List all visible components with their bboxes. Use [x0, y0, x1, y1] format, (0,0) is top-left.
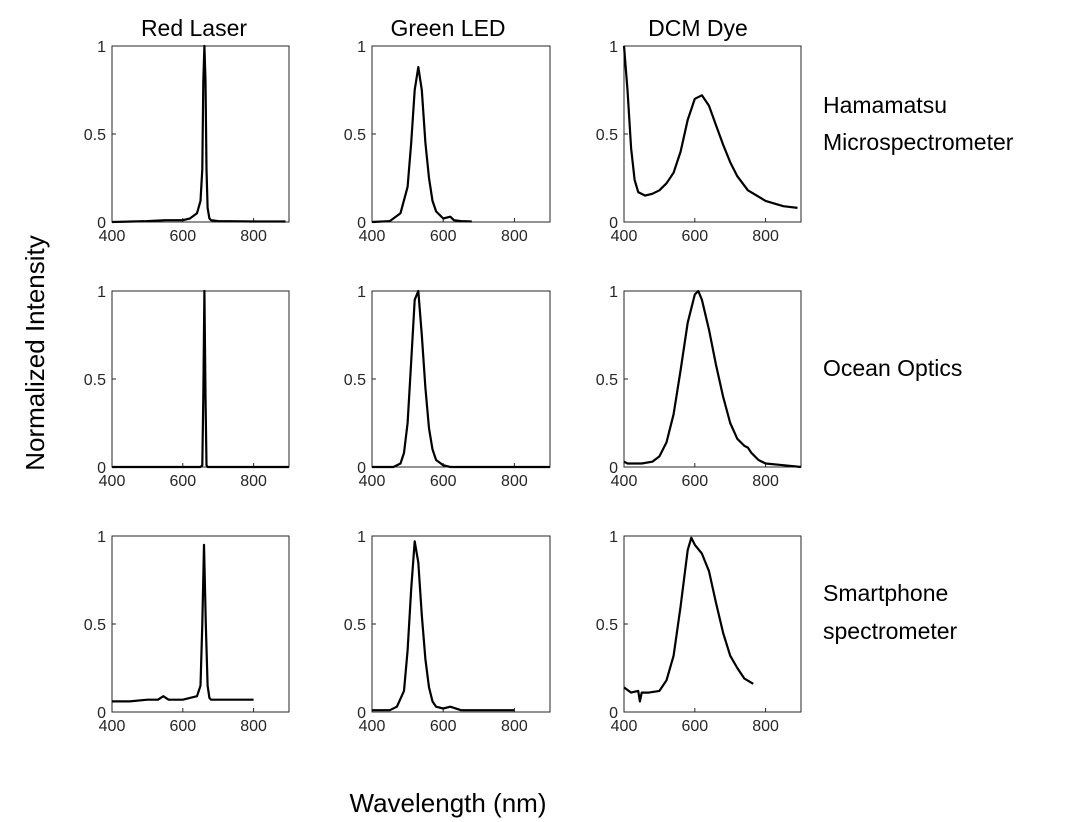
panel-ocean-optics-red-laser-x-tick-label: 600 — [169, 473, 196, 490]
panel-hamamatsu-microspectrometer-dcm-dye-frame — [623, 45, 802, 223]
panel-ocean-optics-green-led-spectrum-line — [372, 289, 550, 469]
panel-smartphone-spectrometer-dcm-dye-x-tick-label: 800 — [752, 718, 779, 735]
panel-smartphone-spectrometer-dcm-dye-y-tick-label: 0 — [609, 705, 618, 722]
panel-hamamatsu-microspectrometer-red-laser-y-tick-label: 1 — [97, 39, 106, 56]
panel-hamamatsu-microspectrometer-green-led: 400 600 800 0 0.5 1 — [344, 39, 551, 245]
panel-smartphone-spectrometer-dcm-dye: 400 600 800 0 0.5 1 — [596, 529, 802, 735]
panel-hamamatsu-microspectrometer-green-led-x-tick-label: 400 — [359, 228, 386, 245]
panel-smartphone-spectrometer-red-laser-x-tick-label: 800 — [240, 718, 267, 735]
panel-smartphone-spectrometer-red-laser-y-tick-label: 0 — [97, 705, 106, 722]
panel-hamamatsu-microspectrometer-dcm-dye-spectrum-line — [622, 45, 798, 209]
panel-ocean-optics-green-led-y-tick-label: 0 — [357, 460, 366, 477]
panel-smartphone-spectrometer-green-led-x-tick-label: 600 — [430, 718, 457, 735]
panel-hamamatsu-microspectrometer-red-laser-x-tick-label: 600 — [169, 228, 196, 245]
panel-hamamatsu-microspectrometer-green-led-y-tick-label: 0.5 — [344, 127, 366, 144]
panel-ocean-optics-dcm-dye-frame — [623, 290, 802, 468]
panel-hamamatsu-microspectrometer-dcm-dye-y-tick-label: 0.5 — [596, 127, 618, 144]
panel-ocean-optics-green-led-y-tick-label: 0.5 — [344, 372, 366, 389]
panel-ocean-optics-dcm-dye-x-tick-label: 600 — [681, 473, 708, 490]
panel-ocean-optics-dcm-dye: 400 600 800 0 0.5 1 — [596, 284, 802, 490]
panel-ocean-optics-red-laser-y-tick-label: 0.5 — [84, 372, 106, 389]
panel-smartphone-spectrometer-green-led-x-tick-label: 400 — [359, 718, 386, 735]
panel-hamamatsu-microspectrometer-green-led-frame — [371, 45, 551, 223]
panel-hamamatsu-microspectrometer-green-led-x-tick-label: 600 — [430, 228, 457, 245]
row-label-hamamatsu-line1: Hamamatsu — [823, 92, 947, 118]
row-label-smartphone-line1: Smartphone — [823, 580, 948, 606]
panel-hamamatsu-microspectrometer-green-led-x-tick-label: 800 — [501, 228, 528, 245]
panel-hamamatsu-microspectrometer-red-laser-x-tick-label: 400 — [99, 228, 126, 245]
panel-smartphone-spectrometer-red-laser-spectrum-line — [112, 543, 254, 703]
panel-ocean-optics-red-laser: 400 600 800 0 0.5 1 — [84, 284, 290, 490]
panel-hamamatsu-microspectrometer-red-laser-y-tick-label: 0 — [97, 215, 106, 232]
x-axis-title: Wavelength (nm) — [350, 788, 547, 818]
panel-smartphone-spectrometer-green-led-x-tick-label: 800 — [501, 718, 528, 735]
panel-smartphone-spectrometer-green-led-y-tick-label: 1 — [357, 529, 366, 546]
panel-hamamatsu-microspectrometer-red-laser-spectrum-line — [111, 44, 286, 224]
panel-smartphone-spectrometer-red-laser-y-tick-label: 0.5 — [84, 617, 106, 634]
panel-ocean-optics-red-laser-x-tick-label: 800 — [240, 473, 267, 490]
panel-smartphone-spectrometer-red-laser-x-tick-label: 400 — [99, 718, 126, 735]
panel-ocean-optics-red-laser-frame — [111, 290, 290, 468]
panel-hamamatsu-microspectrometer-dcm-dye-x-tick-label: 600 — [681, 228, 708, 245]
panel-hamamatsu-microspectrometer-green-led-spectrum-line — [371, 65, 472, 224]
panel-ocean-optics-dcm-dye-spectrum-line — [623, 289, 802, 469]
column-title-red-laser: Red Laser — [141, 15, 247, 41]
panel-smartphone-spectrometer-red-laser-y-tick-label: 1 — [97, 529, 106, 546]
panel-smartphone-spectrometer-dcm-dye-y-tick-label: 0.5 — [596, 617, 618, 634]
panel-hamamatsu-microspectrometer-red-laser: 400 600 800 0 0.5 1 — [84, 39, 290, 245]
panel-grid: 400 600 800 0 0.5 1 400 600 800 0 0.5 1 400 600 800 0 0.… — [84, 39, 802, 735]
panel-ocean-optics-red-laser-spectrum-line — [112, 289, 289, 469]
panel-hamamatsu-microspectrometer-dcm-dye-y-tick-label: 0 — [609, 215, 618, 232]
panel-smartphone-spectrometer-green-led-y-tick-label: 0.5 — [344, 617, 366, 634]
panel-ocean-optics-dcm-dye-x-tick-label: 800 — [752, 473, 779, 490]
panel-ocean-optics-dcm-dye-y-tick-label: 0 — [609, 460, 618, 477]
panel-ocean-optics-green-led-x-tick-label: 600 — [430, 473, 457, 490]
row-label-smartphone-line2: spectrometer — [823, 618, 958, 644]
panel-ocean-optics-green-led-x-tick-label: 400 — [359, 473, 386, 490]
column-title-green-led: Green LED — [390, 15, 505, 41]
row-label-ocean-optics: Ocean Optics — [823, 355, 962, 381]
panel-smartphone-spectrometer-dcm-dye-y-tick-label: 1 — [609, 529, 618, 546]
panel-ocean-optics-green-led-frame — [371, 290, 551, 468]
panel-ocean-optics-dcm-dye-y-tick-label: 0.5 — [596, 372, 618, 389]
panel-smartphone-spectrometer-green-led: 400 600 800 0 0.5 1 — [344, 529, 551, 735]
panel-ocean-optics-green-led-x-tick-label: 800 — [501, 473, 528, 490]
panel-hamamatsu-microspectrometer-red-laser-y-tick-label: 0.5 — [84, 127, 106, 144]
panel-hamamatsu-microspectrometer-red-laser-x-tick-label: 800 — [240, 228, 267, 245]
panel-ocean-optics-green-led-y-tick-label: 1 — [357, 284, 366, 301]
panel-smartphone-spectrometer-red-laser: 400 600 800 0 0.5 1 — [84, 529, 290, 735]
panel-ocean-optics-dcm-dye-y-tick-label: 1 — [609, 284, 618, 301]
panel-hamamatsu-microspectrometer-green-led-y-tick-label: 1 — [357, 39, 366, 56]
panel-hamamatsu-microspectrometer-dcm-dye-y-tick-label: 1 — [609, 39, 618, 56]
panel-ocean-optics-red-laser-y-tick-label: 1 — [97, 284, 106, 301]
panel-hamamatsu-microspectrometer-dcm-dye: 400 600 800 0 0.5 1 — [596, 39, 802, 245]
panel-smartphone-spectrometer-dcm-dye-x-tick-label: 400 — [611, 718, 638, 735]
panel-smartphone-spectrometer-green-led-frame — [371, 535, 551, 713]
panel-smartphone-spectrometer-green-led-y-tick-label: 0 — [357, 705, 366, 722]
panel-hamamatsu-microspectrometer-green-led-y-tick-label: 0 — [357, 215, 366, 232]
panel-smartphone-spectrometer-dcm-dye-frame — [623, 535, 802, 713]
panel-smartphone-spectrometer-red-laser-x-tick-label: 600 — [169, 718, 196, 735]
panel-ocean-optics-dcm-dye-x-tick-label: 400 — [611, 473, 638, 490]
panel-smartphone-spectrometer-dcm-dye-spectrum-line — [623, 536, 754, 703]
panel-smartphone-spectrometer-dcm-dye-x-tick-label: 600 — [681, 718, 708, 735]
panel-smartphone-spectrometer-green-led-spectrum-line — [372, 540, 515, 712]
row-label-hamamatsu-line2: Microspectrometer — [823, 129, 1014, 155]
y-axis-title: Normalized Intensity — [20, 235, 50, 471]
panel-ocean-optics-red-laser-y-tick-label: 0 — [97, 460, 106, 477]
panel-ocean-optics-green-led: 400 600 800 0 0.5 1 — [344, 284, 551, 490]
panel-hamamatsu-microspectrometer-dcm-dye-x-tick-label: 800 — [752, 228, 779, 245]
panel-ocean-optics-red-laser-x-tick-label: 400 — [99, 473, 126, 490]
panel-hamamatsu-microspectrometer-dcm-dye-x-tick-label: 400 — [611, 228, 638, 245]
column-title-dcm-dye: DCM Dye — [648, 15, 748, 41]
